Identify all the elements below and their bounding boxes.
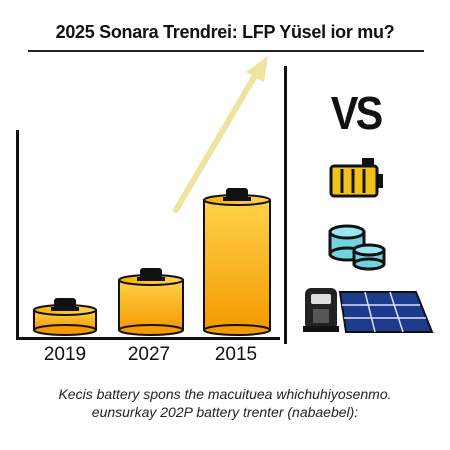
x-axis xyxy=(16,337,280,340)
vertical-divider xyxy=(284,66,287,344)
chart-title: 2025 Sonara Trendrei: LFP Yüsel ior mu? xyxy=(55,22,395,42)
title-divider xyxy=(28,50,424,52)
solar-panel-icon xyxy=(338,291,434,333)
bar-2027 xyxy=(118,268,184,336)
x-tick-label: 2027 xyxy=(127,344,171,365)
cylinder-cells-icon xyxy=(328,224,386,271)
trend-arrow xyxy=(173,56,268,213)
charger-icon xyxy=(303,288,339,332)
battery-icon xyxy=(329,158,383,198)
caption-line-1: Kecis battery spons the macuituea whichu… xyxy=(58,386,392,402)
x-tick-label: 2015 xyxy=(214,344,258,365)
bar-2015 xyxy=(203,188,271,336)
bar-2019 xyxy=(33,298,97,336)
caption-line-2: eunsurkay 202P battery trenter (nabaebel… xyxy=(91,404,359,420)
x-tick-label: 2019 xyxy=(43,344,87,365)
vs-label: VS xyxy=(330,87,384,139)
y-axis xyxy=(16,130,19,340)
